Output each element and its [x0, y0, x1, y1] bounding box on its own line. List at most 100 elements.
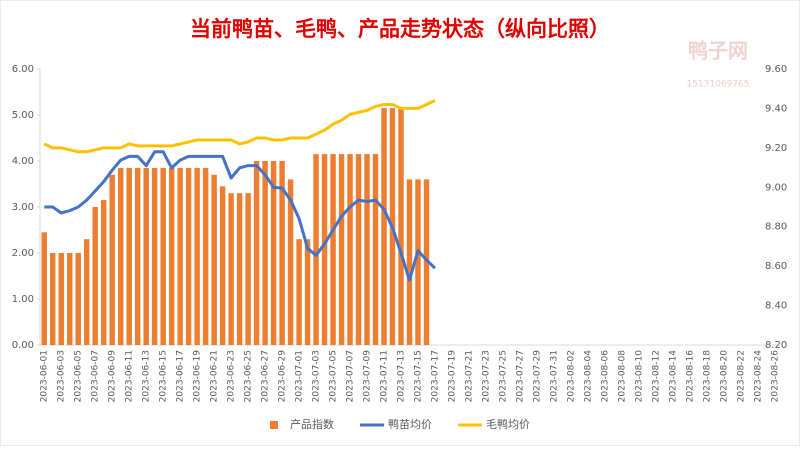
x-tick-label: 2023-08-06: [600, 350, 610, 403]
bar: [160, 167, 166, 345]
bar: [253, 161, 260, 345]
bar: [236, 193, 243, 345]
x-tick-label: 2023-07-25: [498, 350, 508, 402]
y2-tick-label: 9.00: [765, 182, 787, 193]
y2-tick-label: 9.60: [765, 64, 787, 75]
x-tick-label: 2023-06-07: [91, 350, 101, 402]
bar: [262, 161, 268, 345]
x-tick-label: 2023-06-19: [193, 350, 203, 403]
x-tick-label: 2023-06-01: [40, 350, 50, 402]
x-tick-label: 2023-06-11: [125, 350, 135, 402]
y-tick-label: 0.00: [12, 340, 34, 351]
bar: [321, 154, 328, 345]
legend-label: 鸭苗均价: [388, 418, 432, 431]
bar: [406, 179, 413, 345]
bar: [330, 154, 336, 345]
bar: [296, 239, 302, 345]
legend-label: 产品指数: [290, 417, 334, 431]
bar: [381, 108, 387, 345]
x-tick-label: 2023-06-29: [278, 350, 288, 403]
x-tick-label: 2023-06-27: [261, 350, 271, 402]
bar: [313, 154, 319, 345]
y2-tick-label: 8.60: [765, 261, 787, 272]
watermark-phone: 15131069765: [687, 80, 750, 90]
bar: [194, 167, 200, 345]
x-tick-label: 2023-07-05: [329, 350, 339, 402]
y2-tick-label: 8.20: [765, 340, 787, 351]
bar: [355, 154, 362, 345]
x-tick-label: 2023-08-02: [566, 350, 576, 402]
bar: [168, 167, 175, 345]
x-tick-label: 2023-06-09: [108, 350, 118, 403]
bar: [364, 154, 370, 345]
x-tick-label: 2023-07-03: [312, 350, 322, 402]
bar: [423, 179, 430, 345]
line: [43, 99, 436, 154]
x-tick-label: 2023-08-12: [651, 350, 661, 402]
x-tick-label: 2023-07-13: [397, 350, 407, 402]
x-tick-label: 2023-08-26: [770, 350, 780, 403]
x-tick-label: 2023-07-17: [430, 350, 440, 402]
x-tick-label: 2023-08-08: [617, 350, 627, 403]
x-tick-label: 2023-07-11: [380, 350, 390, 402]
x-tick-label: 2023-07-31: [549, 350, 559, 402]
x-tick-label: 2023-07-09: [363, 350, 373, 403]
y-tick-label: 3.00: [12, 202, 34, 213]
bar: [50, 253, 56, 345]
x-tick-label: 2023-07-07: [346, 350, 356, 402]
y-tick-label: 2.00: [12, 248, 34, 259]
y-tick-label: 5.00: [12, 110, 34, 121]
bar: [151, 167, 158, 345]
bar: [287, 179, 294, 345]
bar: [415, 179, 421, 345]
bar: [202, 167, 209, 345]
bar: [126, 167, 132, 345]
bar: [117, 167, 124, 345]
bar: [143, 167, 149, 345]
x-tick-label: 2023-07-19: [447, 350, 457, 403]
x-tick-label: 2023-06-17: [176, 350, 186, 402]
bar: [41, 232, 47, 345]
bar: [219, 186, 226, 345]
x-tick-label: 2023-06-13: [142, 350, 152, 402]
bar: [347, 154, 353, 345]
bar: [270, 161, 277, 345]
bar: [84, 239, 90, 345]
y2-tick-label: 8.80: [765, 222, 787, 233]
x-tick-label: 2023-08-24: [753, 350, 763, 403]
x-tick-label: 2023-07-01: [295, 350, 305, 402]
bar: [134, 167, 141, 345]
x-tick-label: 2023-08-04: [583, 350, 593, 403]
bar: [67, 253, 73, 345]
x-tick-label: 2023-07-29: [532, 350, 542, 403]
legend-swatch: [270, 421, 278, 429]
x-tick-label: 2023-07-23: [481, 350, 491, 402]
bar: [245, 193, 251, 345]
x-tick-label: 2023-06-03: [57, 350, 67, 402]
chart-title: 当前鸭苗、毛鸭、产品走势状态（纵向比照）: [190, 17, 610, 41]
x-tick-label: 2023-06-21: [210, 350, 220, 402]
x-tick-label: 2023-06-15: [159, 350, 169, 402]
x-tick-label: 2023-06-05: [74, 350, 84, 402]
watermark: 鸭子网: [688, 39, 748, 63]
x-tick-label: 2023-08-14: [668, 350, 678, 403]
bar: [228, 193, 234, 345]
bar: [211, 174, 217, 345]
x-tick-label: 2023-07-15: [413, 350, 423, 402]
x-tick-label: 2023-08-10: [634, 350, 644, 403]
y-tick-label: 4.00: [12, 156, 34, 167]
bar: [304, 239, 311, 345]
bar: [185, 167, 192, 345]
bar: [109, 174, 115, 345]
bar: [92, 207, 98, 345]
bar: [177, 167, 183, 345]
line: [44, 150, 437, 282]
x-tick-label: 2023-08-22: [736, 350, 746, 402]
x-tick-label: 2023-06-25: [244, 350, 254, 402]
bar: [75, 253, 81, 345]
x-tick-label: 2023-08-16: [685, 350, 695, 403]
y2-tick-label: 9.40: [765, 103, 787, 114]
bar: [279, 161, 285, 345]
x-tick-label: 2023-08-20: [719, 350, 729, 403]
